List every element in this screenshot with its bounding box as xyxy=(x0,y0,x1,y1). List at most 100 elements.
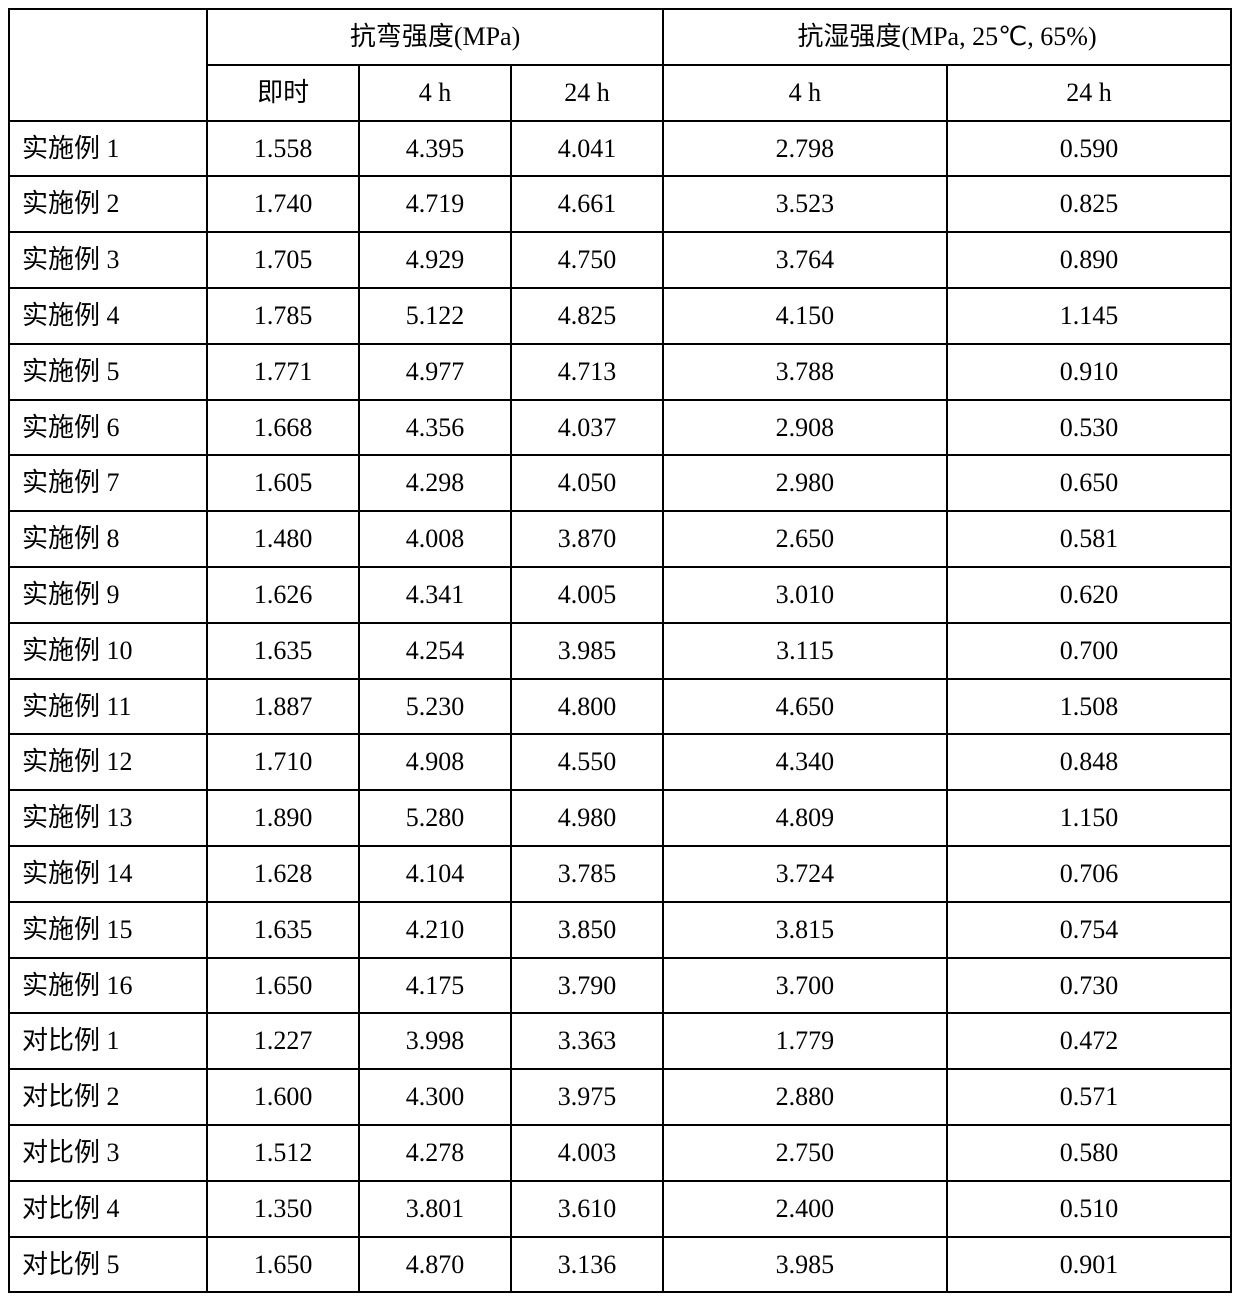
cell-value: 4.809 xyxy=(663,790,947,846)
cell-value: 3.610 xyxy=(511,1181,663,1237)
cell-value: 1.650 xyxy=(207,958,359,1014)
cell-value: 3.975 xyxy=(511,1069,663,1125)
cell-value: 4.050 xyxy=(511,455,663,511)
cell-value: 4.750 xyxy=(511,232,663,288)
cell-value: 3.764 xyxy=(663,232,947,288)
table-body: 实施例 11.5584.3954.0412.7980.590实施例 21.740… xyxy=(9,121,1231,1293)
header-row-1: 抗弯强度(MPa) 抗湿强度(MPa, 25℃, 65%) xyxy=(9,9,1231,65)
cell-value: 3.815 xyxy=(663,902,947,958)
table-row: 对比例 51.6504.8703.1363.9850.901 xyxy=(9,1237,1231,1293)
table-row: 实施例 91.6264.3414.0053.0100.620 xyxy=(9,567,1231,623)
cell-value: 1.668 xyxy=(207,400,359,456)
cell-value: 1.626 xyxy=(207,567,359,623)
cell-value: 0.650 xyxy=(947,455,1231,511)
table-row: 实施例 151.6354.2103.8503.8150.754 xyxy=(9,902,1231,958)
cell-value: 4.150 xyxy=(663,288,947,344)
cell-value: 4.395 xyxy=(359,121,511,177)
cell-value: 0.571 xyxy=(947,1069,1231,1125)
cell-value: 4.104 xyxy=(359,846,511,902)
cell-value: 3.998 xyxy=(359,1013,511,1069)
cell-value: 1.600 xyxy=(207,1069,359,1125)
table-row: 实施例 71.6054.2984.0502.9800.650 xyxy=(9,455,1231,511)
row-label: 实施例 6 xyxy=(9,400,207,456)
cell-value: 4.661 xyxy=(511,176,663,232)
table-row: 对比例 41.3503.8013.6102.4000.510 xyxy=(9,1181,1231,1237)
cell-value: 4.713 xyxy=(511,344,663,400)
cell-value: 0.700 xyxy=(947,623,1231,679)
cell-value: 2.400 xyxy=(663,1181,947,1237)
cell-value: 4.037 xyxy=(511,400,663,456)
cell-value: 4.210 xyxy=(359,902,511,958)
cell-value: 1.512 xyxy=(207,1125,359,1181)
table-row: 实施例 111.8875.2304.8004.6501.508 xyxy=(9,679,1231,735)
table-row: 实施例 61.6684.3564.0372.9080.530 xyxy=(9,400,1231,456)
cell-value: 4.340 xyxy=(663,734,947,790)
cell-value: 1.779 xyxy=(663,1013,947,1069)
cell-value: 4.550 xyxy=(511,734,663,790)
cell-value: 4.005 xyxy=(511,567,663,623)
cell-value: 1.508 xyxy=(947,679,1231,735)
cell-value: 4.300 xyxy=(359,1069,511,1125)
row-label: 实施例 15 xyxy=(9,902,207,958)
table-row: 对比例 31.5124.2784.0032.7500.580 xyxy=(9,1125,1231,1181)
cell-value: 1.635 xyxy=(207,902,359,958)
cell-value: 0.848 xyxy=(947,734,1231,790)
row-label: 对比例 4 xyxy=(9,1181,207,1237)
cell-value: 3.801 xyxy=(359,1181,511,1237)
row-label: 实施例 12 xyxy=(9,734,207,790)
cell-value: 5.122 xyxy=(359,288,511,344)
cell-value: 1.635 xyxy=(207,623,359,679)
cell-value: 1.227 xyxy=(207,1013,359,1069)
row-label: 实施例 13 xyxy=(9,790,207,846)
row-label: 实施例 2 xyxy=(9,176,207,232)
cell-value: 4.980 xyxy=(511,790,663,846)
header-bend-4h: 4 h xyxy=(359,65,511,121)
cell-value: 3.790 xyxy=(511,958,663,1014)
cell-value: 4.356 xyxy=(359,400,511,456)
cell-value: 1.558 xyxy=(207,121,359,177)
cell-value: 4.719 xyxy=(359,176,511,232)
cell-value: 4.929 xyxy=(359,232,511,288)
table-row: 对比例 21.6004.3003.9752.8800.571 xyxy=(9,1069,1231,1125)
cell-value: 4.341 xyxy=(359,567,511,623)
cell-value: 0.754 xyxy=(947,902,1231,958)
cell-value: 1.350 xyxy=(207,1181,359,1237)
cell-value: 0.472 xyxy=(947,1013,1231,1069)
cell-value: 1.145 xyxy=(947,288,1231,344)
cell-value: 4.977 xyxy=(359,344,511,400)
row-label: 实施例 14 xyxy=(9,846,207,902)
row-label: 实施例 1 xyxy=(9,121,207,177)
table-row: 实施例 21.7404.7194.6613.5230.825 xyxy=(9,176,1231,232)
header-bend-24h: 24 h xyxy=(511,65,663,121)
cell-value: 0.620 xyxy=(947,567,1231,623)
cell-value: 4.254 xyxy=(359,623,511,679)
cell-value: 1.605 xyxy=(207,455,359,511)
cell-value: 2.798 xyxy=(663,121,947,177)
cell-value: 3.850 xyxy=(511,902,663,958)
cell-value: 4.008 xyxy=(359,511,511,567)
cell-value: 1.785 xyxy=(207,288,359,344)
row-label: 实施例 4 xyxy=(9,288,207,344)
cell-value: 4.041 xyxy=(511,121,663,177)
cell-value: 3.985 xyxy=(511,623,663,679)
cell-value: 4.175 xyxy=(359,958,511,1014)
header-wet-4h: 4 h xyxy=(663,65,947,121)
cell-value: 0.901 xyxy=(947,1237,1231,1293)
cell-value: 4.650 xyxy=(663,679,947,735)
row-label: 对比例 3 xyxy=(9,1125,207,1181)
cell-value: 3.363 xyxy=(511,1013,663,1069)
cell-value: 4.825 xyxy=(511,288,663,344)
cell-value: 1.480 xyxy=(207,511,359,567)
row-label: 实施例 7 xyxy=(9,455,207,511)
cell-value: 0.825 xyxy=(947,176,1231,232)
table-row: 实施例 121.7104.9084.5504.3400.848 xyxy=(9,734,1231,790)
cell-value: 3.724 xyxy=(663,846,947,902)
cell-value: 3.870 xyxy=(511,511,663,567)
table-row: 实施例 31.7054.9294.7503.7640.890 xyxy=(9,232,1231,288)
cell-value: 1.705 xyxy=(207,232,359,288)
cell-value: 4.298 xyxy=(359,455,511,511)
row-label: 对比例 5 xyxy=(9,1237,207,1293)
cell-value: 4.870 xyxy=(359,1237,511,1293)
header-wet-24h: 24 h xyxy=(947,65,1231,121)
cell-value: 0.910 xyxy=(947,344,1231,400)
